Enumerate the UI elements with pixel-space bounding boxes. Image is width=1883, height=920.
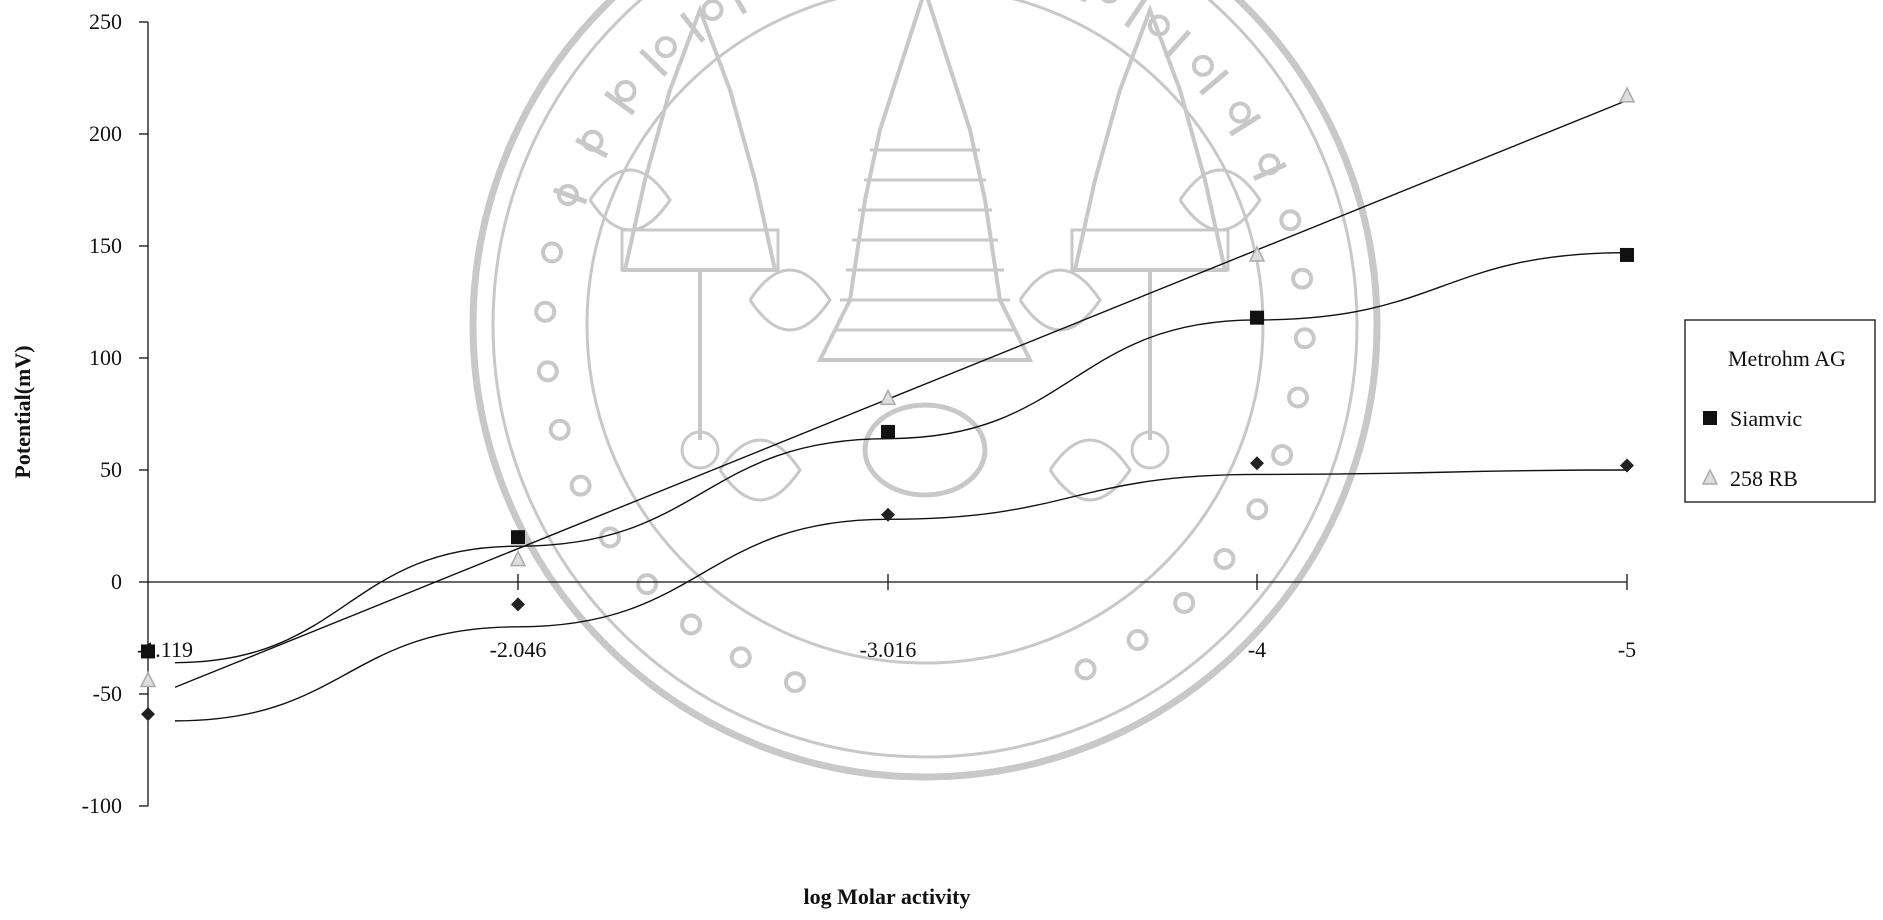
seal-rim-glyph (1246, 498, 1269, 521)
seal-right-pagoda-base (1070, 228, 1230, 272)
seal-rim-glyph (679, 12, 706, 43)
point-metrohm-ag (511, 597, 525, 612)
point-metrohm-ag (1620, 458, 1634, 473)
seal-rim-glyph (1173, 591, 1196, 614)
seal-rim-glyph (680, 613, 703, 636)
seal-core-ring (585, 0, 1265, 665)
point-siamvic (141, 644, 155, 659)
seal-left-pagoda-base (620, 228, 780, 272)
seal-rim-glyph (1258, 153, 1281, 176)
seal-rim-glyph (1164, 29, 1192, 60)
seal-rim-glyph (1229, 101, 1252, 124)
seal-rim-glyph (536, 360, 559, 383)
y-tick-label: 150 (89, 233, 122, 258)
seal-rim-glyph (1213, 547, 1236, 570)
point-metrohm-ag (881, 507, 895, 522)
seal-rim-glyph (734, 0, 748, 15)
seal-rim-glyph (1199, 69, 1230, 96)
seal-rim-glyph (1271, 443, 1294, 466)
seal-flourish (1018, 268, 1102, 332)
legend-label-258-rb: 258 RB (1730, 466, 1798, 491)
y-tick-label: -100 (82, 793, 122, 818)
seal-rim-glyph (636, 573, 659, 596)
seal-rim-glyph (1101, 0, 1118, 4)
data-points (139, 86, 1636, 722)
x-tick-label: -5 (1618, 637, 1636, 662)
point-siamvic (1250, 310, 1264, 325)
seal-rim-glyph (1126, 629, 1149, 652)
seal-outer-ring (469, 0, 1381, 781)
seal-rim-glyph (1279, 209, 1302, 232)
legend-label-siamvic: Siamvic (1730, 406, 1802, 431)
seal-rim-glyph (1147, 14, 1170, 37)
legend: Metrohm AG Siamvic 258 RB (1684, 319, 1876, 503)
seal-rim-glyph (614, 80, 637, 103)
seal-rim-glyph (1191, 54, 1214, 77)
point-siamvic (881, 424, 895, 439)
x-tick-label: -2.046 (490, 637, 547, 662)
y-axis-title: Potential(mV) (10, 345, 35, 478)
seal-rim-glyph (1074, 658, 1097, 681)
watermark-seal (469, 0, 1381, 781)
seal-rim-glyph (654, 36, 677, 59)
seal-rim-glyph (729, 646, 752, 669)
y-tick-label: 200 (89, 121, 122, 146)
trendline-metrohm-ag (174, 469, 1628, 722)
point-258-rb (879, 388, 897, 406)
seal-flourish (748, 268, 832, 332)
x-tick-label: -3.016 (860, 637, 917, 662)
x-axis-title: log Molar activity (804, 884, 971, 909)
seal-rim-glyph (540, 241, 563, 264)
x-tick-label: -4 (1248, 637, 1266, 662)
point-metrohm-ag (1250, 456, 1264, 471)
seal-spire (816, 0, 1034, 362)
y-tick-label: 50 (100, 457, 122, 482)
seal-left-pagoda-orb (680, 430, 720, 470)
seal-rim-glyph (784, 671, 807, 694)
trendline-258-rb (174, 99, 1628, 688)
point-258-rb (509, 549, 527, 567)
y-tick-label: 0 (111, 569, 122, 594)
seal-rim-glyph (701, 0, 724, 21)
seal-inner-ring (491, 0, 1359, 759)
seal-rim-glyph (581, 129, 604, 152)
seal-rim-glyph (1228, 113, 1262, 137)
point-258-rb (1618, 86, 1636, 103)
seal-rim-glyph (1293, 327, 1316, 350)
seal-emblem (862, 402, 988, 498)
point-siamvic (1620, 247, 1634, 262)
seal-rim-glyph (569, 474, 592, 497)
legend-label-metrohm-ag: Metrohm AG (1728, 346, 1846, 371)
seal-rim-glyph (1291, 267, 1314, 290)
y-tick-label: 250 (89, 9, 122, 34)
seal-rim-glyph (598, 526, 621, 549)
point-metrohm-ag (141, 707, 155, 722)
point-258-rb (139, 670, 157, 688)
seal-rim-glyph (639, 48, 668, 77)
seal-rim-glyph (534, 300, 557, 323)
legend-marker-258-rb (1701, 468, 1719, 485)
trendline-siamvic (174, 252, 1628, 664)
point-siamvic (511, 530, 525, 545)
seal-rim-glyph (1124, 0, 1148, 28)
seal-flourish (1048, 438, 1132, 502)
seal-flourish (588, 168, 672, 232)
seal-flourish (718, 438, 802, 502)
y-tick-label: 100 (89, 345, 122, 370)
seal-right-pagoda-orb (1130, 430, 1170, 470)
seal-rim-glyph (556, 184, 579, 207)
seal-rim-glyph (1287, 386, 1310, 409)
seal-flourish (1178, 168, 1262, 232)
seal-rim-glyph (603, 90, 636, 116)
seal-rim-glyph (1080, 0, 1087, 3)
y-tick-label: -50 (93, 681, 122, 706)
point-258-rb (1248, 245, 1266, 262)
seal-rim-glyph (548, 418, 571, 441)
legend-marker-siamvic (1703, 411, 1717, 425)
